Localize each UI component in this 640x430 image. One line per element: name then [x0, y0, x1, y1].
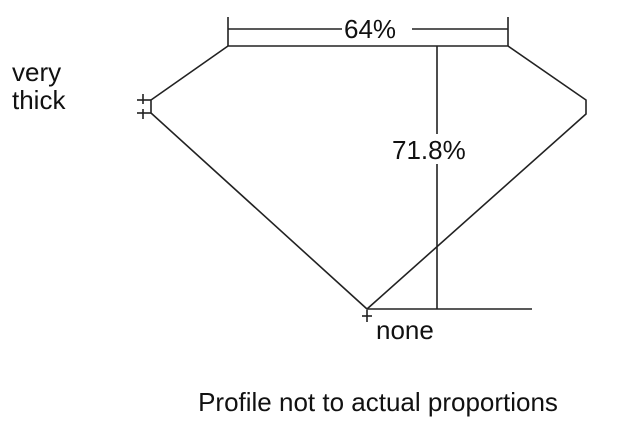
girdle-label: very thick — [12, 58, 65, 114]
culet-label: none — [376, 315, 434, 345]
caption: Profile not to actual proportions — [198, 387, 558, 417]
culet-marker — [362, 310, 372, 322]
girdle-marker — [137, 94, 151, 119]
girdle-label-line2: thick — [12, 85, 66, 115]
girdle-label-line1: very — [12, 57, 62, 87]
gem-outline — [150, 45, 587, 311]
table-percentage-label: 64% — [344, 14, 397, 44]
depth-percentage-label: 71.8% — [392, 135, 466, 165]
